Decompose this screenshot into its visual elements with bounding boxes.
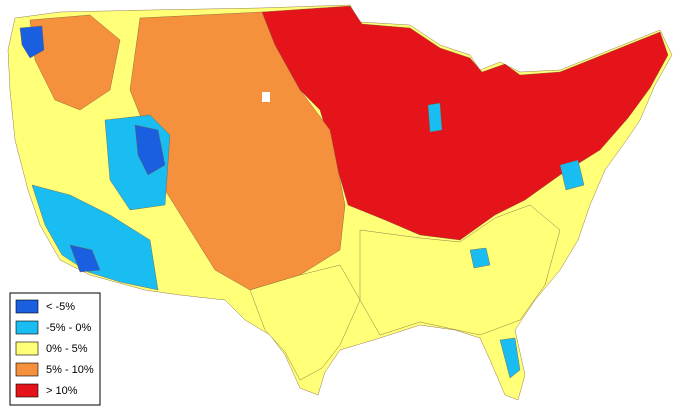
socal-cluster xyxy=(69,244,101,273)
legend-label: -5% - 0% xyxy=(46,322,91,334)
florida-cluster xyxy=(499,337,521,379)
legend-label: 5% - 10% xyxy=(46,364,94,376)
northeast-cluster xyxy=(559,159,585,191)
no-data-area xyxy=(262,92,270,102)
atlanta-cluster xyxy=(469,247,491,269)
texas-region xyxy=(249,264,361,381)
legend-swatch xyxy=(15,362,39,377)
legend-label: > 10% xyxy=(46,385,78,397)
southeast-region xyxy=(359,204,561,336)
legend-swatch xyxy=(15,341,39,356)
utah-cluster xyxy=(134,124,166,176)
legend-label: 0% - 5% xyxy=(46,343,88,355)
midwest-region xyxy=(261,5,669,241)
southwest-region xyxy=(31,184,159,291)
chicago-cluster xyxy=(427,102,443,133)
legend: < -5% -5% - 0% 0% - 5% 5% - 10% > 10% xyxy=(9,292,101,406)
northwest-region xyxy=(29,14,121,111)
legend-swatch xyxy=(15,299,39,314)
legend-swatch xyxy=(15,320,39,335)
legend-label: < -5% xyxy=(46,301,75,313)
legend-swatch xyxy=(15,383,39,398)
pacific-cluster xyxy=(19,25,45,59)
